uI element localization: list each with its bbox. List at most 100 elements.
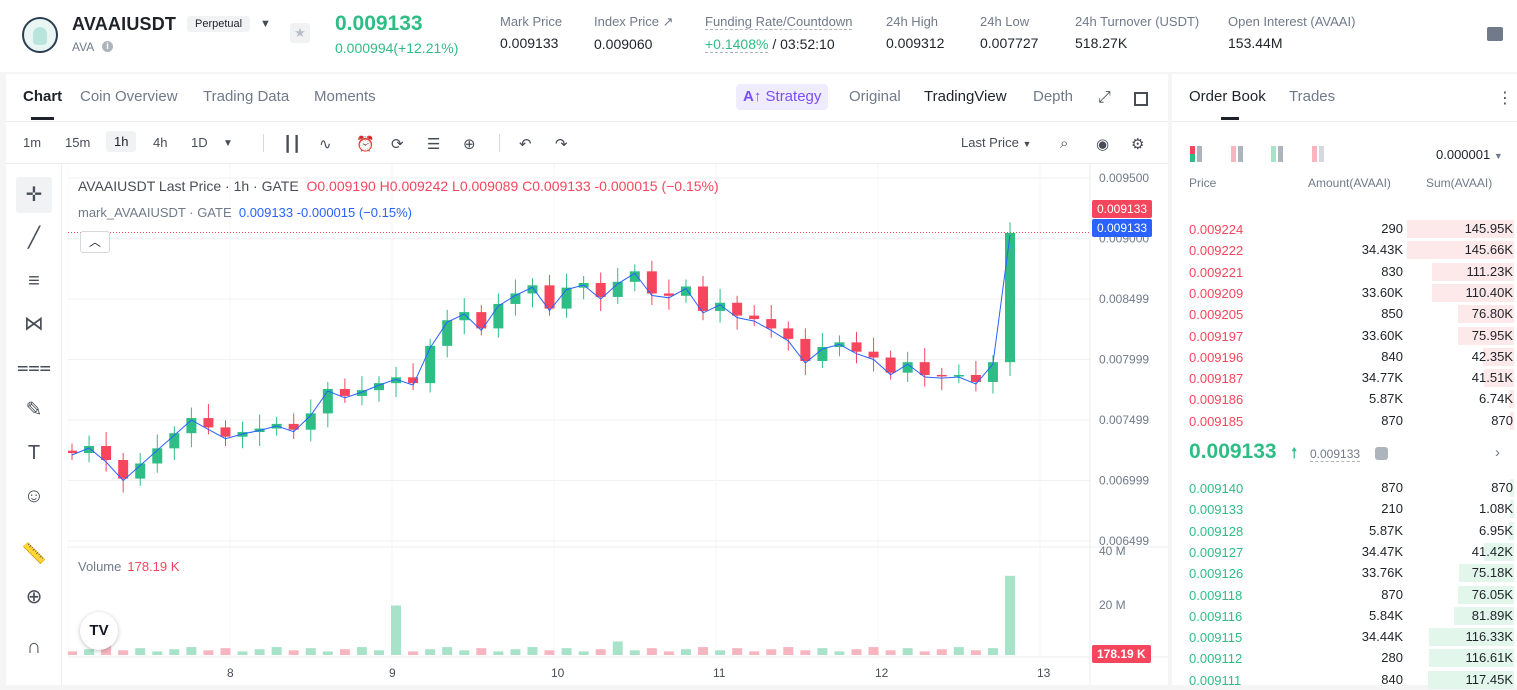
ruler-icon[interactable]: 📏 xyxy=(21,543,47,565)
layout-asks-icon[interactable] xyxy=(1231,146,1251,162)
bid-row[interactable]: 0.009126 33.76K 75.18K xyxy=(1172,562,1517,583)
layout-depth-icon[interactable] xyxy=(1312,146,1332,162)
bid-row[interactable]: 0.009111 840 117.45K xyxy=(1172,669,1517,690)
bid-row[interactable]: 0.009115 34.44K 116.33K xyxy=(1172,626,1517,647)
candle-body xyxy=(595,282,606,297)
indicators-icon[interactable]: ∿ xyxy=(319,136,332,153)
timeframe-15m[interactable]: 15m xyxy=(65,135,91,150)
bid-row[interactable]: 0.009127 34.47K 41.42K xyxy=(1172,541,1517,562)
layout-both-icon[interactable] xyxy=(1190,146,1210,162)
crosshair-icon[interactable]: ✛ xyxy=(16,177,52,213)
row-price: 0.009128 xyxy=(1189,523,1244,539)
info-icon[interactable]: i xyxy=(102,41,113,52)
tradingview-logo[interactable]: TV xyxy=(80,612,118,650)
bid-row[interactable]: 0.009140 870 870 xyxy=(1172,477,1517,498)
pattern-icon[interactable]: ⋈ xyxy=(24,313,44,335)
collapse-legend-button[interactable]: ︿ xyxy=(80,231,110,253)
bid-row[interactable]: 0.009133 210 1.08K xyxy=(1172,498,1517,519)
tab-original[interactable]: Original xyxy=(849,88,901,105)
tab-depth[interactable]: Depth xyxy=(1033,88,1074,105)
more-options-icon[interactable]: ⋮ xyxy=(1497,90,1513,107)
ask-row[interactable]: 0.009205 850 76.80K xyxy=(1172,303,1517,324)
zoom-in-icon[interactable]: ⊕ xyxy=(25,586,43,608)
timeframe-1h[interactable]: 1h xyxy=(106,131,137,152)
add-plus-icon[interactable]: ⊕ xyxy=(463,136,476,153)
strategy-button[interactable]: A↑ Strategy xyxy=(736,84,829,110)
bid-row[interactable]: 0.009128 5.87K 6.95K xyxy=(1172,520,1517,541)
timeframe-4h[interactable]: 4h xyxy=(153,135,168,150)
ask-row[interactable]: 0.009187 34.77K 41.51K xyxy=(1172,367,1517,388)
timeframe-dropdown-icon[interactable]: ▼ xyxy=(223,138,233,149)
price-chart[interactable]: 0.0095000.0090000.0084990.0079990.007499… xyxy=(68,164,1168,685)
candle-body xyxy=(663,293,674,296)
ask-row[interactable]: 0.009224 290 145.95K xyxy=(1172,218,1517,239)
ask-row[interactable]: 0.009197 33.60K 75.95K xyxy=(1172,325,1517,346)
camera-icon[interactable]: ◉ xyxy=(1096,136,1110,153)
chevron-down-icon: ▼ xyxy=(1022,139,1032,149)
candle-body xyxy=(493,303,504,329)
replay-icon[interactable]: ⟳ xyxy=(391,136,404,153)
timeframe-1d[interactable]: 1D xyxy=(191,135,208,150)
tab-chart[interactable]: Chart xyxy=(23,88,63,120)
trend-line-icon[interactable]: ╱ xyxy=(27,227,41,249)
fullscreen-icon[interactable]: ⤢ xyxy=(1098,89,1111,106)
x-tick-label: 13 xyxy=(1037,666,1051,680)
candle-body xyxy=(186,418,197,434)
bid-row[interactable]: 0.009118 870 76.05K xyxy=(1172,584,1517,605)
bid-row[interactable]: 0.009116 5.84K 81.89K xyxy=(1172,605,1517,626)
stat-label: 24h High xyxy=(886,14,939,29)
stat-index-price[interactable]: Index Price ↗ 0.009060 xyxy=(594,14,674,52)
candle-type-icon[interactable]: ┃┃ xyxy=(283,136,302,153)
tab-trades[interactable]: Trades xyxy=(1289,88,1336,105)
tab-moments[interactable]: Moments xyxy=(314,88,376,105)
orderbook-tabs: Order Book Trades ⋮ xyxy=(1172,74,1517,122)
search-icon[interactable]: ⌕ xyxy=(1060,135,1069,152)
window-icon[interactable] xyxy=(1134,92,1148,106)
price-type-select[interactable]: Last Price ▼ xyxy=(961,135,1031,150)
tab-order-book[interactable]: Order Book xyxy=(1189,88,1266,120)
guide-book-icon[interactable] xyxy=(1487,27,1503,41)
tab-trading-data[interactable]: Trading Data xyxy=(203,88,290,105)
bid-row[interactable]: 0.009112 280 116.61K xyxy=(1172,647,1517,668)
depth-bar xyxy=(1510,411,1514,430)
volume-legend: Volume 178.19 K xyxy=(78,559,179,574)
precision-select[interactable]: 0.000001 ▼ xyxy=(1436,147,1503,162)
candle-body xyxy=(203,418,214,428)
chevron-right-icon[interactable]: › xyxy=(1495,444,1500,461)
alert-icon[interactable]: ⏰ xyxy=(356,136,375,153)
templates-icon[interactable]: ☰ xyxy=(427,136,441,153)
redo-icon[interactable]: ↷ xyxy=(555,136,568,153)
ask-row[interactable]: 0.009196 840 42.35K xyxy=(1172,346,1517,367)
candle-body xyxy=(749,315,760,320)
horizontal-lines-icon[interactable]: ≡ xyxy=(28,270,40,292)
depth-bar xyxy=(1458,564,1514,583)
volume-bar xyxy=(288,650,299,655)
volume-bar xyxy=(118,650,129,655)
text-icon[interactable]: T xyxy=(27,442,41,464)
symbol-name[interactable]: AVAAIUSDT xyxy=(72,14,177,34)
favorite-star-icon[interactable]: ★ xyxy=(290,23,310,43)
row-price: 0.009185 xyxy=(1189,413,1244,429)
magnet-icon[interactable]: ∩ xyxy=(26,636,42,658)
ask-row[interactable]: 0.009221 830 111.23K xyxy=(1172,261,1517,282)
chevron-down-icon[interactable]: ▼ xyxy=(260,18,271,30)
ask-row[interactable]: 0.009186 5.87K 6.74K xyxy=(1172,388,1517,409)
emoji-icon[interactable]: ☺ xyxy=(23,485,45,507)
gear-icon[interactable]: ⚙ xyxy=(1131,136,1145,153)
depth-bar xyxy=(1483,369,1514,388)
timeframe-1m[interactable]: 1m xyxy=(23,135,42,150)
ask-row[interactable]: 0.009185 870 870 xyxy=(1172,410,1517,431)
brush-icon[interactable]: ✎ xyxy=(25,399,43,421)
undo-icon[interactable]: ↶ xyxy=(519,136,532,153)
fib-icon[interactable]: ⩶ xyxy=(16,356,52,378)
tab-tradingview[interactable]: TradingView xyxy=(924,88,1007,105)
volume-bar xyxy=(1005,575,1015,655)
tab-coin-overview[interactable]: Coin Overview xyxy=(80,88,178,105)
stat-24h-low: 24h Low 0.007727 xyxy=(980,14,1038,51)
row-amount: 34.47K xyxy=(1361,543,1403,559)
candle-body xyxy=(1005,232,1015,363)
layout-bids-icon[interactable] xyxy=(1271,146,1291,162)
ask-row[interactable]: 0.009209 33.60K 110.40K xyxy=(1172,282,1517,303)
ask-row[interactable]: 0.009222 34.43K 145.66K xyxy=(1172,239,1517,260)
x-tick-label: 12 xyxy=(875,666,889,680)
